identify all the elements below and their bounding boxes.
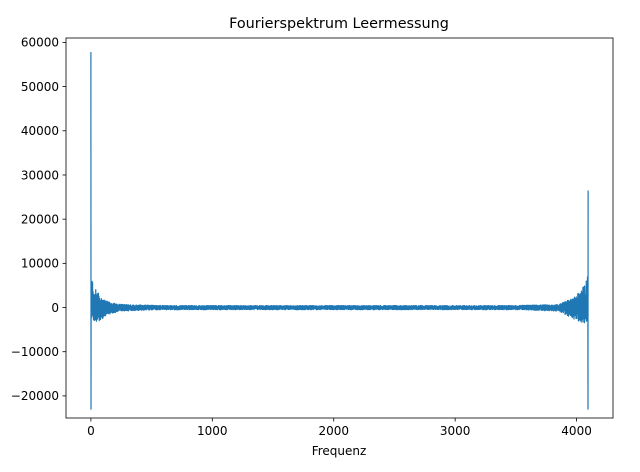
- x-tick-label: 0: [87, 424, 95, 438]
- y-tick-label: 30000: [21, 168, 59, 182]
- x-tick-label: 3000: [440, 424, 471, 438]
- y-tick-label: 0: [51, 301, 59, 315]
- y-tick-label: 50000: [21, 80, 59, 94]
- y-tick-label: 60000: [21, 36, 59, 50]
- y-tick-label: 10000: [21, 257, 59, 271]
- x-tick-label: 1000: [197, 424, 228, 438]
- y-tick-label: 20000: [21, 212, 59, 226]
- series-layer: [90, 52, 589, 410]
- y-tick-label: −10000: [11, 345, 59, 359]
- y-tick-label: −20000: [11, 389, 59, 403]
- series-line: [90, 52, 589, 410]
- axes-layer: 0 1000 2000 3000 4000 −20000 −10000 0 10000 20000…: [11, 36, 614, 438]
- y-tick-label: 40000: [21, 124, 59, 138]
- chart-title: Fourierspektrum Leermessung: [229, 16, 449, 32]
- x-tick-label: 4000: [561, 424, 592, 438]
- x-axis-label: Frequenz: [312, 444, 367, 458]
- x-tick-label: 2000: [318, 424, 349, 438]
- plot-frame: [65, 37, 614, 419]
